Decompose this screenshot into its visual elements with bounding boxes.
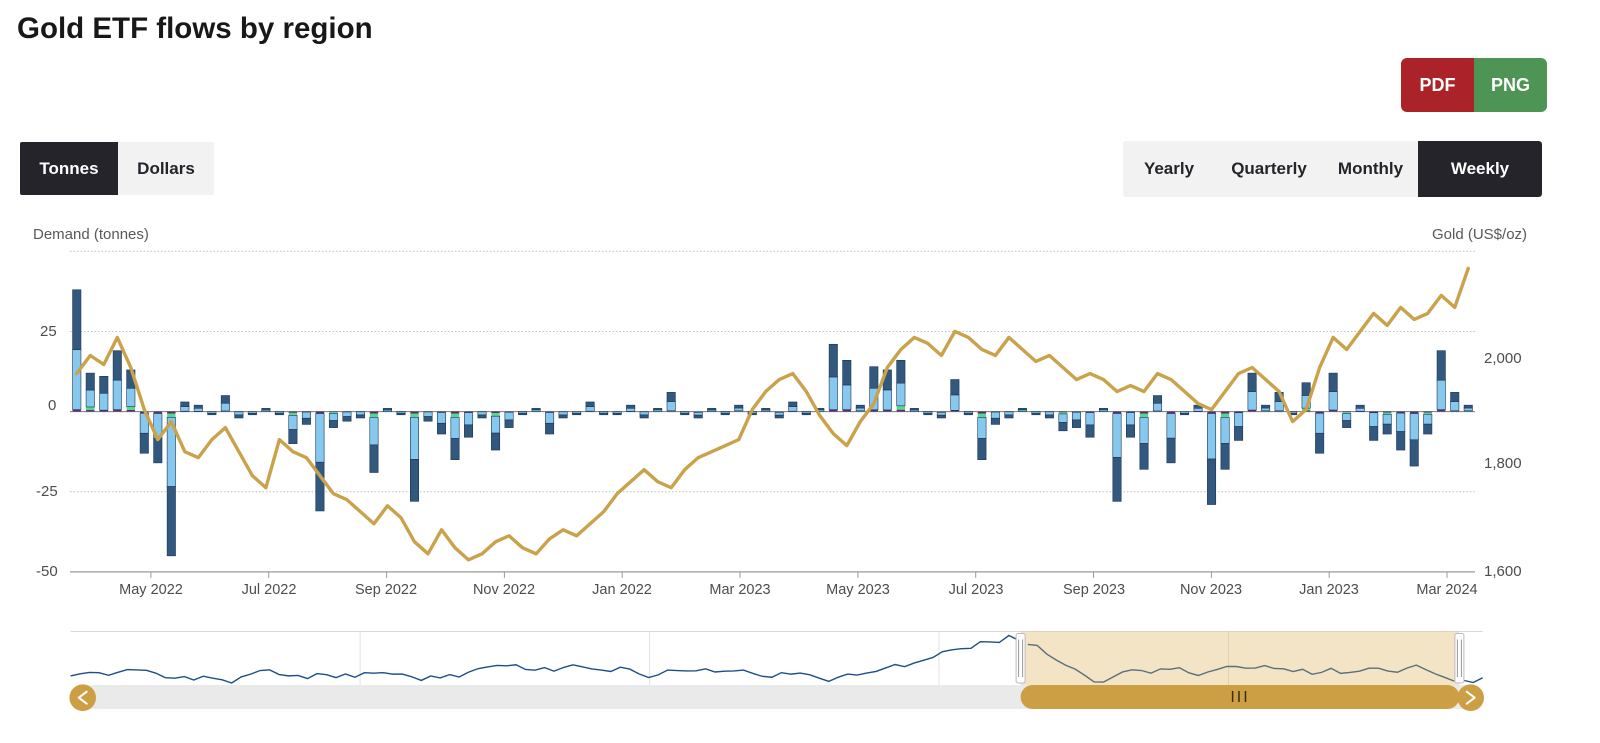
- svg-text:III: III: [1230, 689, 1249, 706]
